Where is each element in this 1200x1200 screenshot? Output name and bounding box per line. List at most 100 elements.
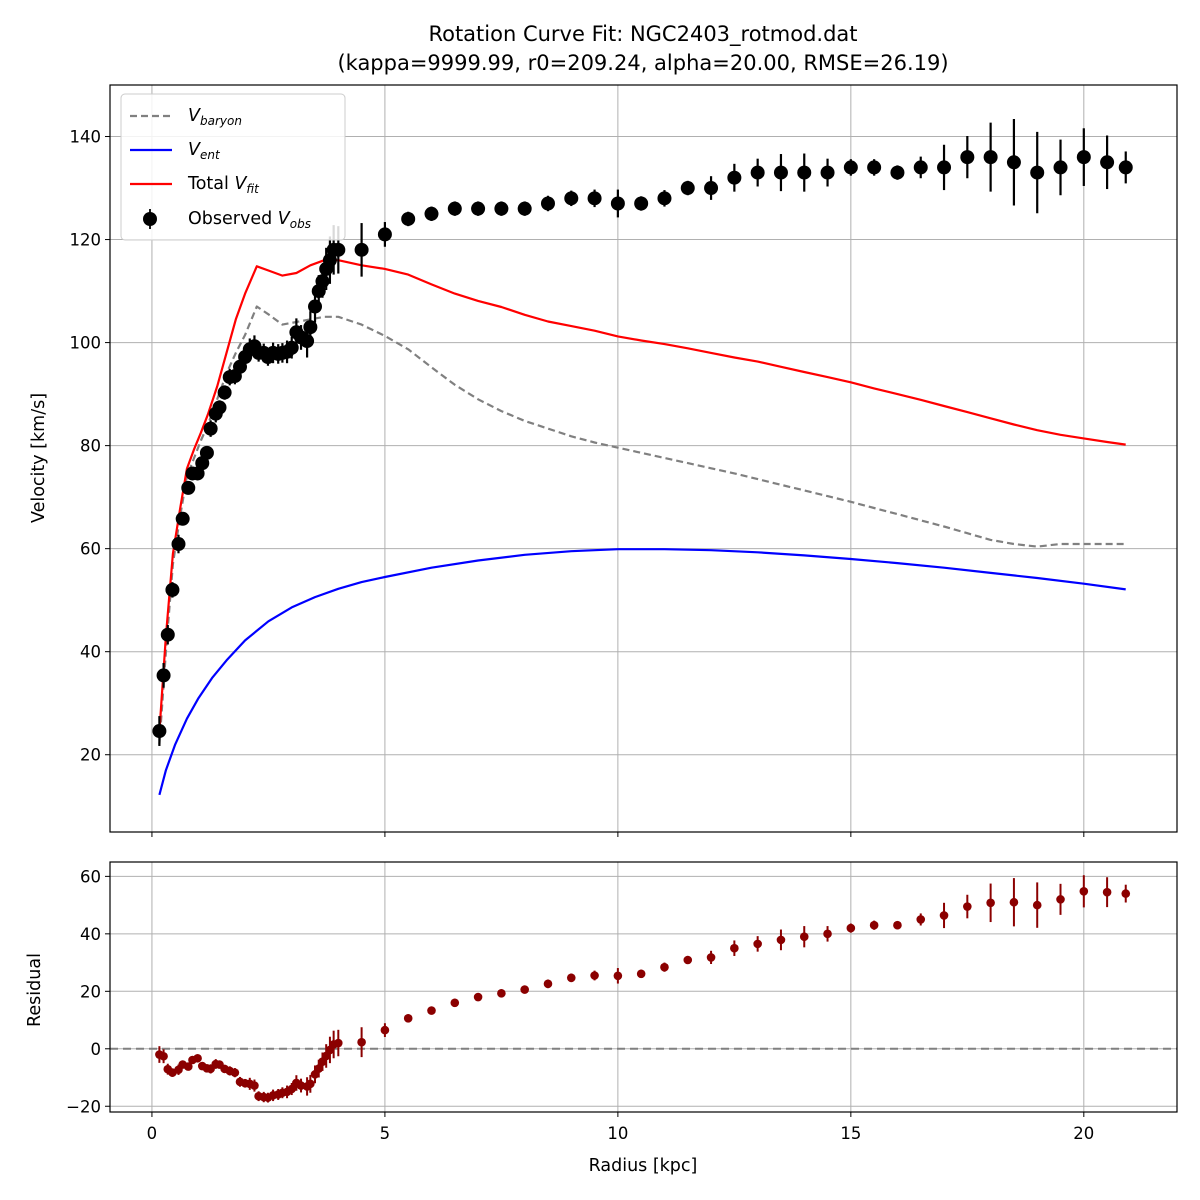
residual-point (986, 898, 995, 908)
legend: Vbaryon Vent Total Vfit Observed Vobs (120, 93, 346, 241)
observed-point (199, 445, 214, 460)
observed-point (820, 165, 835, 180)
legend-obs-sub: obs (290, 217, 311, 231)
residual-point (543, 979, 553, 989)
legend-fit-label: Total Vfit (187, 174, 260, 196)
residual-point (660, 962, 669, 972)
observed-point (843, 160, 858, 175)
observed-point (308, 299, 323, 314)
legend-ent-label: Vent (188, 140, 221, 162)
residual-point (799, 932, 809, 942)
residual-point (1121, 889, 1131, 898)
observed-point (401, 211, 416, 226)
residual-point (893, 920, 902, 930)
residual-point (753, 939, 762, 949)
observed-point (1118, 160, 1133, 175)
observed-point (447, 201, 462, 216)
residual-x-tick-label: 15 (840, 1124, 861, 1143)
residual-point (869, 920, 879, 930)
residual-point (193, 1053, 202, 1063)
residual-point (636, 969, 646, 979)
residual-point (916, 915, 926, 924)
residual-point (706, 953, 716, 962)
observed-point (181, 480, 196, 495)
residual-point (823, 929, 832, 939)
observed-point (471, 201, 486, 216)
velocity-y-tick-label: 140 (70, 128, 102, 147)
residual-x-tick-label: 10 (607, 1124, 628, 1143)
observed-point (517, 201, 532, 216)
residual-point (403, 1014, 413, 1023)
observed-point (1053, 160, 1068, 175)
observed-point (424, 206, 439, 221)
observed-point (983, 150, 998, 165)
residual-point (1079, 887, 1089, 896)
residual-point (590, 971, 599, 980)
residual-point (314, 1064, 324, 1073)
observed-point (284, 340, 299, 355)
observed-point (937, 160, 952, 175)
legend-ent-sub: ent (200, 148, 221, 162)
legend-fit-prefix: Total (187, 174, 234, 194)
x-axis-label: Radius [kpc] (589, 1156, 698, 1176)
residual-y-tick-label: 60 (80, 867, 101, 886)
legend-ent-main: V (188, 140, 201, 160)
residual-point (473, 992, 483, 1002)
observed-point (217, 385, 232, 400)
residual-point (183, 1062, 193, 1071)
residual-point (334, 1038, 343, 1048)
observed-point (587, 191, 602, 206)
residual-point (497, 989, 506, 998)
residual-point (230, 1068, 240, 1077)
velocity-y-tick-label: 100 (70, 334, 102, 353)
residual-x-tick-label: 20 (1073, 1124, 1094, 1143)
velocity-y-tick-label: 120 (70, 231, 102, 250)
velocity-y-tick-label: 40 (80, 643, 101, 662)
legend-fit-main: V (234, 174, 247, 194)
legend-obs-marker (143, 212, 157, 226)
legend-obs-prefix: Observed (188, 209, 278, 229)
observed-point (704, 181, 719, 196)
ent-curve (158, 548, 1126, 796)
residual-x-tick-label: 5 (380, 1124, 391, 1143)
observed-point (680, 181, 695, 196)
observed-point (750, 165, 765, 180)
legend-baryon-label: Vbaryon (188, 106, 242, 128)
observed-point (1100, 155, 1115, 170)
observed-point (300, 334, 315, 349)
observed-point (331, 242, 346, 257)
residual-point (776, 935, 786, 945)
residual-point (427, 1006, 436, 1015)
residual-point (1032, 900, 1042, 910)
residual-y-axis-label: Residual (25, 953, 45, 1027)
residual-point (1102, 887, 1112, 897)
velocity-y-tick-label: 60 (80, 540, 101, 559)
residual-point (450, 998, 460, 1008)
residual-point (380, 1025, 390, 1035)
observed-point (377, 227, 392, 242)
velocity-axes-frame (109, 84, 1178, 833)
residual-point (1009, 897, 1019, 907)
residual-x-tick-label: 0 (147, 1124, 158, 1143)
residual-point (1056, 895, 1065, 904)
velocity-series (152, 119, 1133, 796)
baryon-curve (158, 305, 1126, 745)
observed-point (152, 724, 167, 739)
chart-title-line-1: Rotation Curve Fit: NGC2403_rotmod.dat (428, 22, 857, 47)
observed-point (867, 160, 882, 175)
residual-point (846, 923, 856, 933)
legend-obs-main: V (278, 209, 291, 229)
observed-point (171, 537, 186, 552)
residual-point (357, 1037, 366, 1047)
residual-point (250, 1081, 259, 1090)
residual-axes-frame (109, 861, 1178, 1113)
observed-point (1030, 165, 1045, 180)
residual-y-tick-label: −20 (66, 1097, 101, 1116)
observed-point (212, 400, 227, 415)
residual-point (159, 1051, 168, 1061)
observed-point (727, 170, 742, 185)
velocity-y-tick-label: 80 (80, 437, 101, 456)
observed-point (913, 160, 928, 175)
legend-box (120, 93, 346, 241)
residual-point (306, 1079, 315, 1089)
